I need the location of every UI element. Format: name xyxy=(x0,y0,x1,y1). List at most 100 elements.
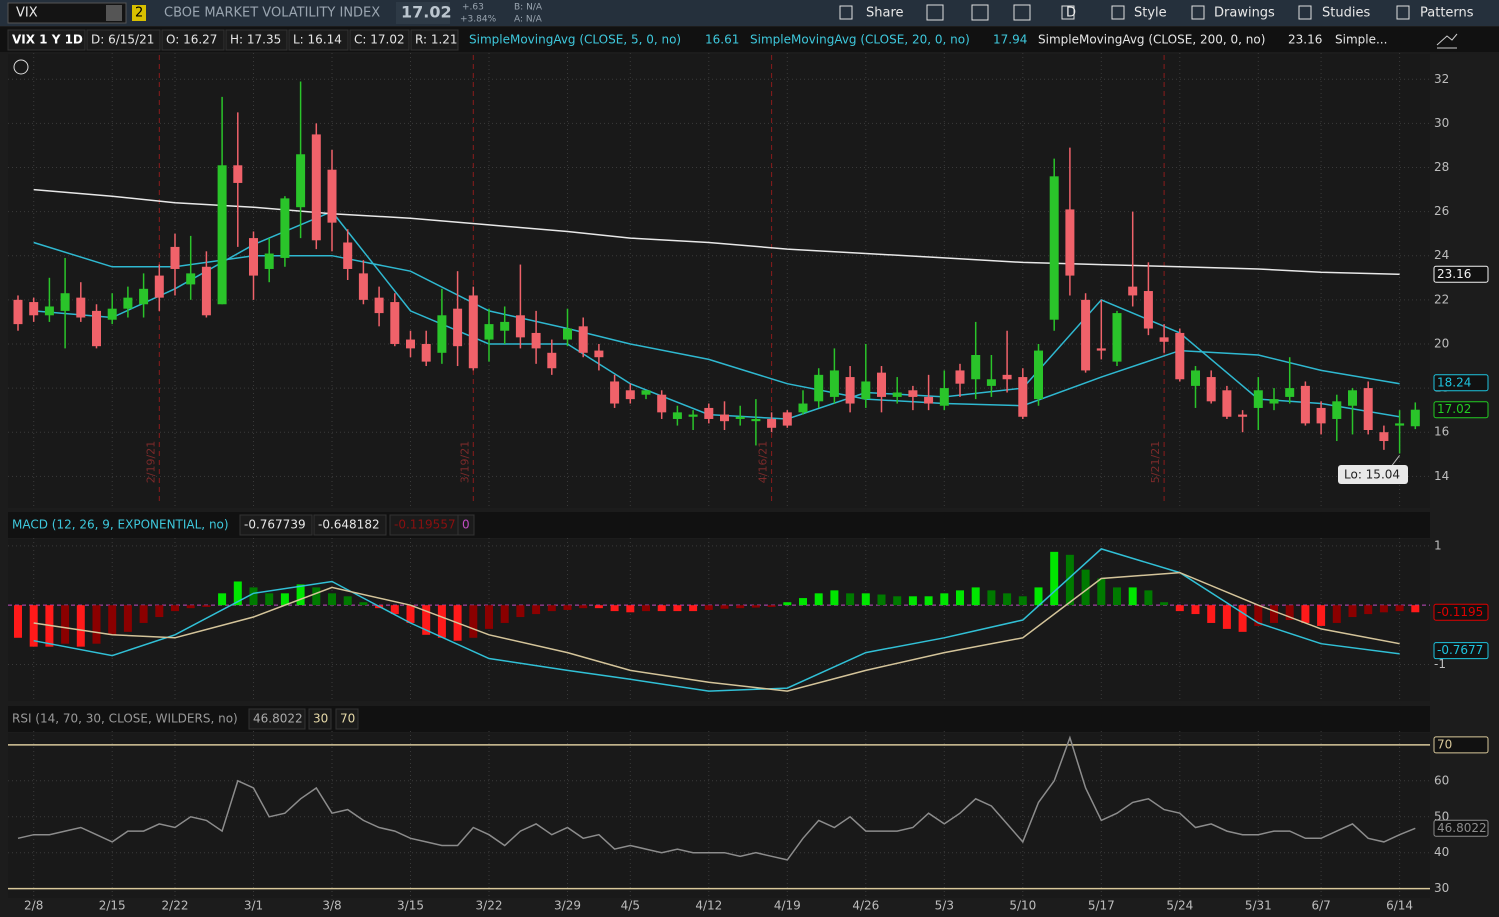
macd-bar xyxy=(233,581,242,606)
y-tick-label: 20 xyxy=(1434,336,1449,350)
candle-body xyxy=(343,242,353,269)
legend-value: 30 xyxy=(313,712,328,726)
candle-body xyxy=(751,418,761,422)
header-item: R: 1.21 xyxy=(415,33,458,47)
plots: 2/8 2/15 2/22 3/1 3/8 3/15 3/22 3/29 4/5 4/12 4/19… xyxy=(8,53,1489,913)
macd-bar xyxy=(14,605,22,638)
candle-body xyxy=(1379,432,1389,442)
macd-bar xyxy=(1379,605,1388,613)
candle-body xyxy=(704,407,714,419)
link-number: 2 xyxy=(135,6,143,21)
button-label[interactable]: Drawings xyxy=(1214,6,1275,21)
study-value: 17.94 xyxy=(993,33,1027,47)
macd-bar xyxy=(1191,605,1200,615)
rsi-panel xyxy=(8,733,1430,898)
macd-bar xyxy=(877,594,886,606)
candle-body xyxy=(60,293,70,311)
candle-body xyxy=(92,310,101,347)
macd-bar xyxy=(751,605,760,608)
toolbar-button[interactable] xyxy=(838,1,938,25)
candle-body xyxy=(1002,374,1012,380)
rsi-header xyxy=(8,706,1430,732)
macd-bar xyxy=(92,605,101,644)
toolbar-button[interactable] xyxy=(1395,1,1492,25)
macd-bar xyxy=(390,605,399,615)
candle-body xyxy=(1018,377,1028,417)
price-tag xyxy=(1433,603,1489,621)
candle-body xyxy=(107,308,117,320)
candle-body xyxy=(1316,407,1326,424)
macd-bar xyxy=(846,593,855,606)
button-label[interactable]: Studies xyxy=(1322,6,1370,21)
y-tick-label: 26 xyxy=(1434,204,1449,218)
candle-body xyxy=(688,414,698,417)
macd-bar xyxy=(1301,605,1310,623)
button-label[interactable]: Patterns xyxy=(1420,6,1474,21)
candle-body xyxy=(1410,409,1420,427)
button-label[interactable]: Style xyxy=(1134,6,1167,21)
info-icon[interactable] xyxy=(13,59,29,75)
macd-bar xyxy=(736,605,745,609)
legend-cell xyxy=(308,708,332,730)
macd-title: MACD (12, 26, 9, EXPONENTIAL, no) xyxy=(12,518,229,532)
toolbar-icon[interactable] xyxy=(1013,4,1031,21)
toolbar-buttons: Share D Style Drawings Studies Patterns xyxy=(838,1,1492,25)
candle-body xyxy=(249,238,258,276)
toolbar-icon[interactable] xyxy=(926,4,944,21)
x-tick-label: 5/10 xyxy=(1009,899,1036,913)
toolbar-button[interactable] xyxy=(1297,1,1394,25)
price-tag xyxy=(1433,265,1489,283)
macd-bar xyxy=(563,605,572,610)
candle-body xyxy=(1222,390,1232,417)
macd-bar xyxy=(720,605,729,609)
candle-body xyxy=(1348,390,1357,406)
toolbar-button[interactable] xyxy=(1190,1,1286,25)
price-tag-label: 46.8022 xyxy=(1437,821,1487,835)
candle-body xyxy=(296,154,306,208)
legend-cell xyxy=(313,514,387,536)
candle-body xyxy=(1253,390,1263,408)
icon-style[interactable] xyxy=(1436,33,1458,49)
candle-body xyxy=(1285,388,1295,397)
macd-bar xyxy=(500,605,509,623)
button-label[interactable]: Share xyxy=(866,6,904,21)
header-item: D: 6/15/21 xyxy=(91,33,154,47)
link-box[interactable] xyxy=(132,5,146,21)
macd-bar xyxy=(610,605,619,612)
candle-body xyxy=(1034,350,1043,400)
button-icon xyxy=(1061,5,1075,20)
expiry-label: 4/16/21 xyxy=(757,441,770,483)
macd-bar xyxy=(783,602,792,606)
price-tag xyxy=(1433,401,1489,419)
candle-body xyxy=(1096,348,1106,351)
price-tag xyxy=(1433,642,1489,660)
dropdown[interactable] xyxy=(106,5,122,21)
macd-panel xyxy=(8,539,1430,701)
macd-bar xyxy=(296,584,305,606)
legend-value: -0.767739 xyxy=(244,518,306,532)
macd-bar xyxy=(328,593,336,606)
button-label[interactable]: D xyxy=(1066,6,1076,21)
symbol-box[interactable] xyxy=(7,2,127,24)
price-tag xyxy=(1433,819,1489,837)
y-tick-label: 32 xyxy=(1434,72,1449,86)
macd-bar xyxy=(956,590,964,606)
candle-body xyxy=(170,246,180,269)
x-tick-label: 4/26 xyxy=(852,899,879,913)
legend-value: 0 xyxy=(462,518,470,532)
header-item: L: 16.14 xyxy=(293,33,342,47)
candle-body xyxy=(76,297,86,318)
toolbar-icon[interactable] xyxy=(971,4,989,21)
header-cell xyxy=(225,29,288,51)
x-tick-label: 5/17 xyxy=(1088,899,1115,913)
macd-bar xyxy=(1050,551,1059,606)
y-tick-label: 16 xyxy=(1434,425,1449,439)
macd-bar xyxy=(485,605,493,629)
x-tick-label: 6/7 xyxy=(1311,899,1330,913)
candle-body xyxy=(1363,388,1373,430)
macd-bar xyxy=(1207,605,1216,623)
x-tick-label: 3/1 xyxy=(244,899,263,913)
x-tick-label: 5/3 xyxy=(935,899,954,913)
candle-body xyxy=(1395,423,1405,426)
price-tag-label: 17.02 xyxy=(1437,402,1471,416)
